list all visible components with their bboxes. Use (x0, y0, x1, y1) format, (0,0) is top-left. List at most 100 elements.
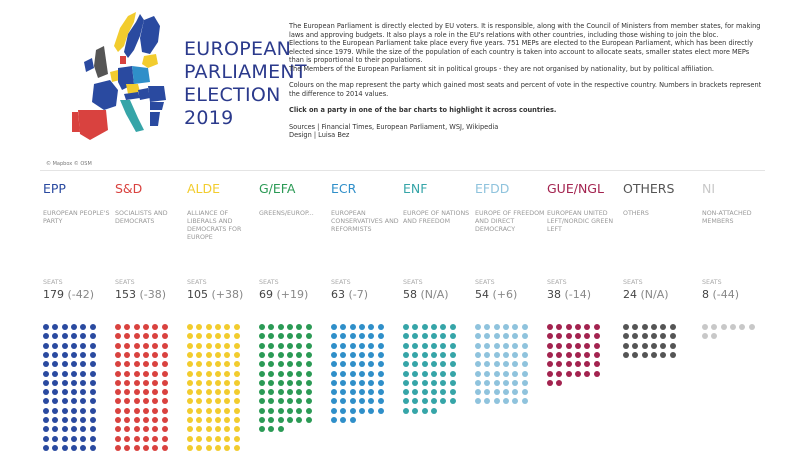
seat-dot[interactable] (268, 361, 275, 368)
seat-dot[interactable] (286, 333, 293, 340)
seat-dot[interactable] (161, 342, 168, 349)
seat-dot[interactable] (277, 379, 284, 386)
seat-dot[interactable] (349, 351, 356, 358)
seat-dot[interactable] (556, 379, 563, 386)
party-name[interactable]: EFDD (475, 181, 510, 196)
seat-dot[interactable] (484, 389, 491, 396)
seat-dot[interactable] (196, 389, 203, 396)
seat-dot[interactable] (556, 351, 563, 358)
seat-dot[interactable] (61, 342, 68, 349)
seat-dot[interactable] (70, 426, 77, 433)
seat-dot[interactable] (115, 417, 121, 423)
seat-dot[interactable] (521, 370, 528, 377)
seat-dot[interactable] (512, 333, 519, 340)
seat-dot[interactable] (368, 370, 375, 377)
seat-dot[interactable] (43, 398, 49, 405)
seat-dot[interactable] (403, 333, 409, 340)
seat-dot[interactable] (669, 351, 676, 358)
seat-dot[interactable] (650, 342, 657, 349)
seat-dot[interactable] (547, 379, 553, 386)
seat-dot[interactable] (214, 361, 221, 368)
seat-dot[interactable] (358, 389, 365, 396)
seat-dot[interactable] (584, 351, 591, 358)
seat-dot[interactable] (152, 389, 159, 396)
seat-dot[interactable] (296, 417, 303, 423)
seat-dot[interactable] (43, 407, 49, 414)
seat-dot[interactable] (669, 342, 676, 349)
seat-dot[interactable] (196, 324, 203, 330)
seat-dot[interactable] (233, 361, 240, 368)
seat-dot[interactable] (142, 426, 149, 433)
seat-dot[interactable] (233, 379, 240, 386)
seat-dot[interactable] (512, 398, 519, 405)
seat-dot[interactable] (340, 407, 347, 414)
seat-dot[interactable] (224, 379, 231, 386)
seat-dot[interactable] (268, 370, 275, 377)
seat-dot[interactable] (430, 389, 437, 396)
seat-dot[interactable] (133, 342, 140, 349)
seat-dot[interactable] (133, 435, 140, 442)
seat-dot[interactable] (368, 361, 375, 368)
seat-dot[interactable] (142, 351, 149, 358)
seat-dot[interactable] (412, 333, 419, 340)
party-name[interactable]: ALDE (187, 181, 221, 196)
seat-dot[interactable] (502, 324, 509, 330)
seat-dot[interactable] (124, 407, 131, 414)
seat-dot[interactable] (623, 324, 629, 330)
seat-dot[interactable] (440, 379, 447, 386)
seat-dot[interactable] (556, 324, 563, 330)
seat-dot[interactable] (115, 398, 121, 405)
seat-dot[interactable] (358, 351, 365, 358)
seat-dot[interactable] (43, 417, 49, 423)
seat-dot[interactable] (115, 407, 121, 414)
seat-dot[interactable] (449, 351, 456, 358)
seat-dot[interactable] (421, 324, 428, 330)
seat-dot[interactable] (161, 351, 168, 358)
seat-dot[interactable] (80, 426, 87, 433)
seat-dot[interactable] (412, 398, 419, 405)
seat-dot[interactable] (259, 333, 265, 340)
seat-dot[interactable] (214, 398, 221, 405)
seat-dot[interactable] (547, 324, 553, 330)
seat-dot[interactable] (421, 389, 428, 396)
seat-dot[interactable] (142, 417, 149, 423)
seat-dot[interactable] (133, 370, 140, 377)
seat-dot[interactable] (233, 426, 240, 433)
seat-dot[interactable] (358, 333, 365, 340)
seat-dot[interactable] (80, 417, 87, 423)
seat-dot[interactable] (403, 361, 409, 368)
seat-dot[interactable] (305, 324, 312, 330)
seat-dot[interactable] (196, 370, 203, 377)
seat-dot[interactable] (205, 407, 212, 414)
seat-dot[interactable] (187, 398, 193, 405)
seat-dot[interactable] (61, 361, 68, 368)
seat-dot[interactable] (277, 398, 284, 405)
seat-dot[interactable] (512, 379, 519, 386)
seat-dot[interactable] (449, 389, 456, 396)
seat-dot[interactable] (331, 389, 337, 396)
seat-dot[interactable] (142, 435, 149, 442)
seat-dot[interactable] (187, 389, 193, 396)
seat-dot[interactable] (593, 351, 600, 358)
seat-dot[interactable] (89, 417, 96, 423)
seat-dot[interactable] (43, 444, 49, 451)
seat-dot[interactable] (286, 398, 293, 405)
seat-dot[interactable] (80, 389, 87, 396)
seat-dot[interactable] (296, 351, 303, 358)
seat-dot[interactable] (484, 379, 491, 386)
seat-dot[interactable] (70, 417, 77, 423)
map-region-ireland[interactable] (84, 58, 94, 72)
seat-dot[interactable] (430, 370, 437, 377)
seat-dot[interactable] (80, 351, 87, 358)
seat-dot[interactable] (161, 333, 168, 340)
seat-dot[interactable] (43, 435, 49, 442)
seat-dot[interactable] (152, 351, 159, 358)
seat-dot[interactable] (70, 361, 77, 368)
seat-dot[interactable] (124, 342, 131, 349)
seat-dot[interactable] (52, 333, 59, 340)
seat-dot[interactable] (368, 407, 375, 414)
seat-dot[interactable] (142, 333, 149, 340)
europe-map[interactable] (70, 6, 180, 156)
seat-dot[interactable] (377, 407, 384, 414)
seat-dot[interactable] (305, 342, 312, 349)
